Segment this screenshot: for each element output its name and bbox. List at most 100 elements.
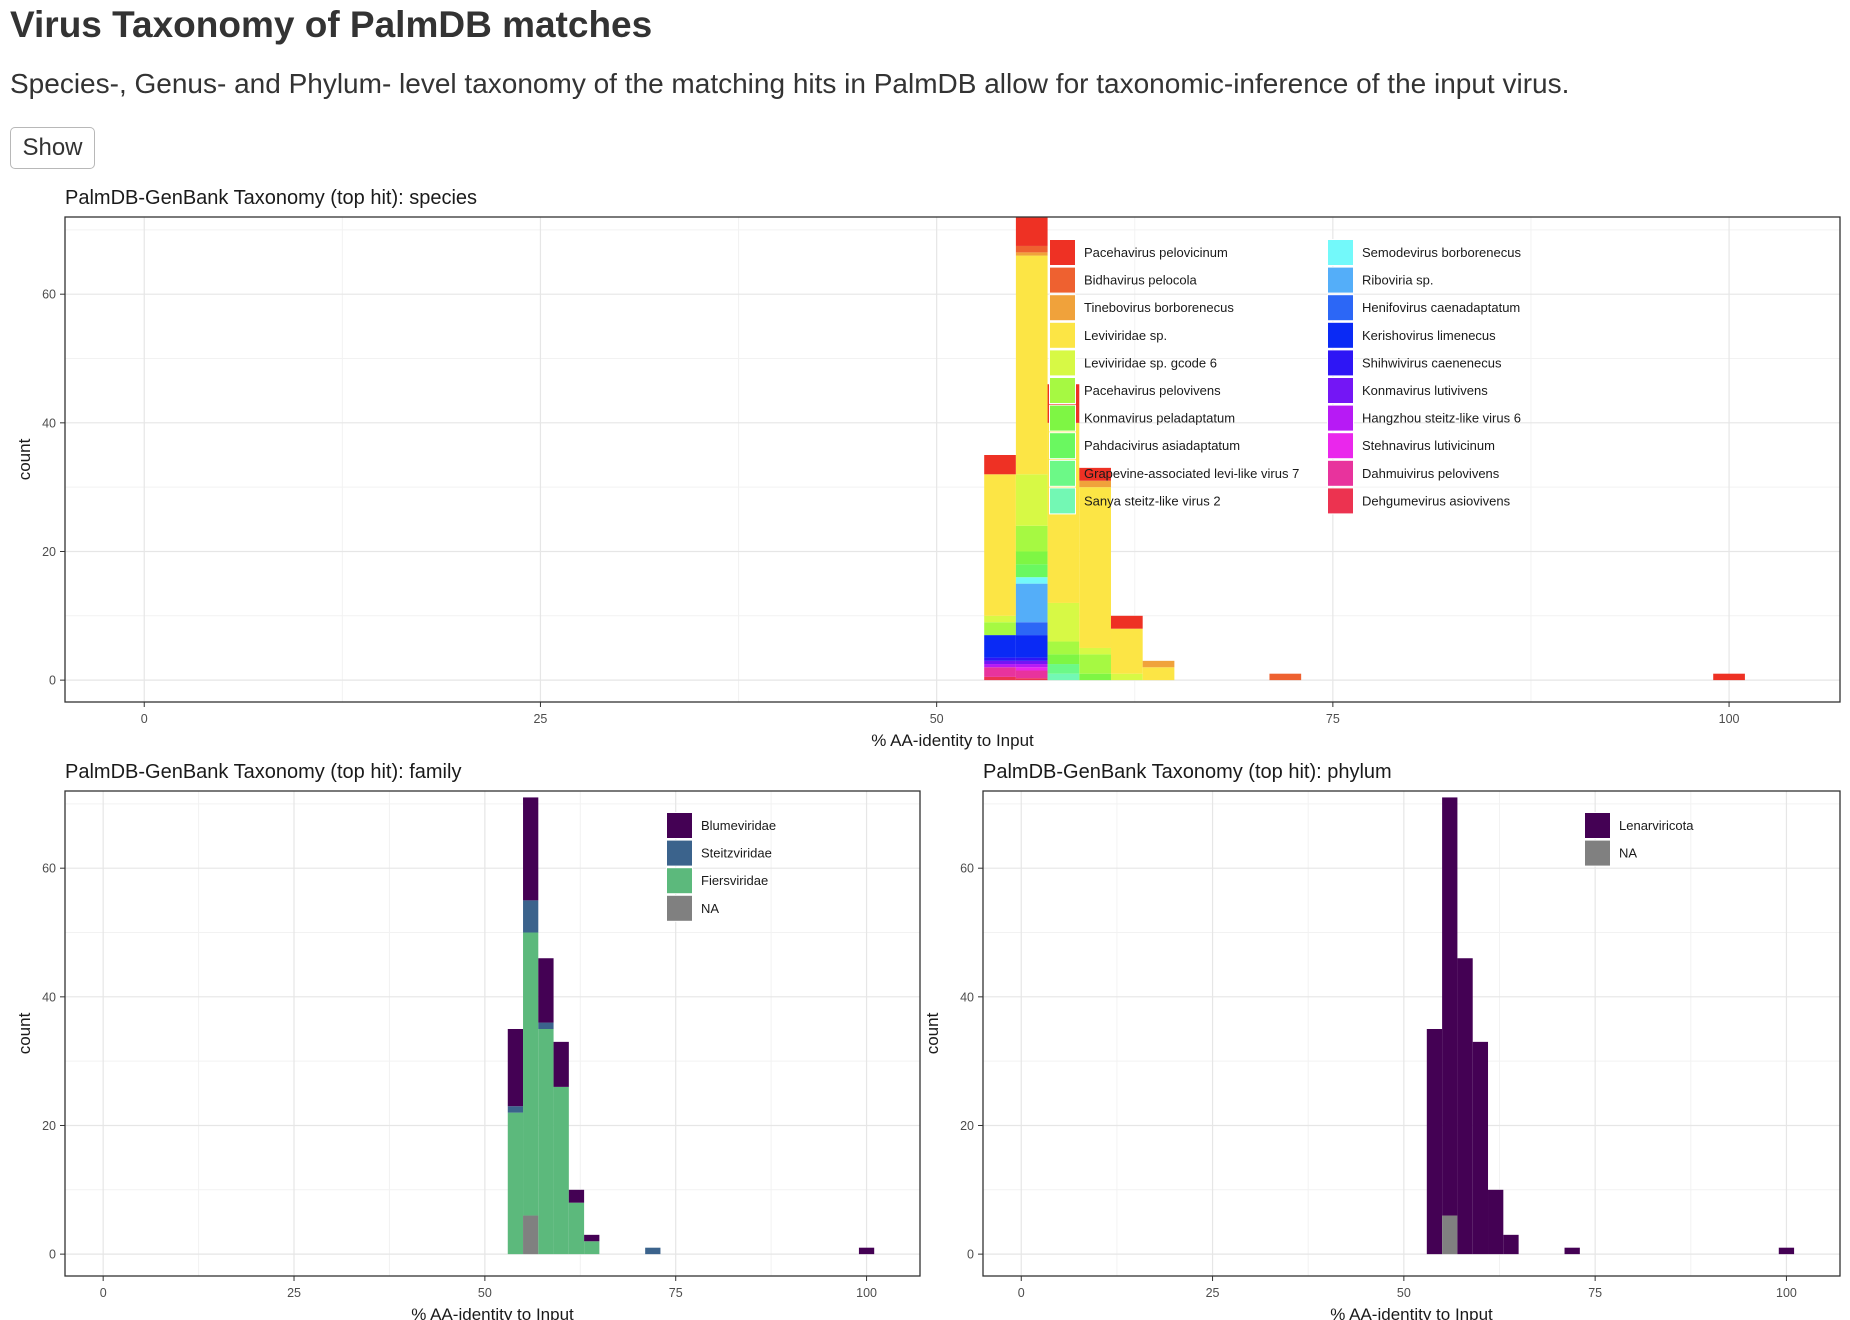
bar-segment-pahdacivirus-asiadaptatum xyxy=(1015,564,1048,578)
bar-segment-kerishovirus-limenecus xyxy=(1015,635,1048,658)
bar-segment-fiersviridae xyxy=(538,1028,554,1255)
bar-segment-konmavirus-lutivivens xyxy=(1015,660,1048,665)
legend-swatch-pahdacivirus-asiadaptatum xyxy=(1050,433,1075,459)
legend-swatch-dahmuivirus-pelovivens xyxy=(1328,460,1353,486)
x-tick-label: 50 xyxy=(930,712,944,726)
legend-swatch-na xyxy=(667,895,692,921)
panel-border xyxy=(64,216,1841,703)
bars xyxy=(507,797,875,1255)
legend-swatch-blumeviridae xyxy=(667,813,692,838)
x-axis-label: % AA-identity to Input xyxy=(411,1305,574,1320)
x-tick-label: 25 xyxy=(1206,1286,1220,1300)
chart-title: PalmDB-GenBank Taxonomy (top hit): phylu… xyxy=(983,761,1392,783)
bar-segment-blumeviridae xyxy=(553,1041,569,1087)
bar-segment-steitzviridae xyxy=(523,900,539,933)
panel-border xyxy=(982,790,1841,1277)
x-tick-label: 0 xyxy=(141,712,148,726)
x-tick-label: 0 xyxy=(1018,1286,1025,1300)
legend-label-shihwivirus-caenenecus: Shihwivirus caenenecus xyxy=(1362,355,1502,370)
bar-segment-pacehavirus-pelovicinum xyxy=(984,454,1016,475)
bar-segment-stehnavirus-lutivicinum xyxy=(1015,667,1048,671)
bar-segment-blumeviridae xyxy=(584,1234,600,1242)
bar-segment-hangzhou-steitz-like-virus-6 xyxy=(1015,664,1048,668)
bar-segment-tinebovirus-borborenecus xyxy=(1079,480,1111,488)
page-subtitle: Species-, Genus- and Phylum- level taxon… xyxy=(10,68,1570,99)
legend-swatch-semodevirus-borborenecus xyxy=(1328,240,1353,265)
legend-swatch-pacehavirus-pelovivens xyxy=(1050,378,1075,403)
legend-label-leviviridae-sp-gcode-6: Leviviridae sp. gcode 6 xyxy=(1084,355,1217,370)
legend-label-konmavirus-lutivivens: Konmavirus lutivivens xyxy=(1362,383,1488,398)
bar-segment-dehgumevirus-asiovivens xyxy=(984,676,1016,681)
grid-lines xyxy=(65,217,1840,702)
bar-segment-lenarviricota xyxy=(1442,797,1458,1216)
y-tick-label: 0 xyxy=(49,674,56,688)
bar-segment-na xyxy=(1442,1215,1458,1255)
x-tick-label: 100 xyxy=(1719,712,1740,726)
legend-label-na: NA xyxy=(1619,846,1637,861)
legend-label-konmavirus-peladaptatum: Konmavirus peladaptatum xyxy=(1084,411,1235,426)
show-button[interactable]: Show xyxy=(10,127,95,169)
grid-lines xyxy=(65,791,920,1276)
y-tick-label: 60 xyxy=(42,288,56,302)
legend-label-kerishovirus-limenecus: Kerishovirus limenecus xyxy=(1362,328,1496,343)
bar-segment-bidhavirus-pelocola xyxy=(1015,245,1048,253)
y-tick-label: 40 xyxy=(960,990,974,1004)
bar-segment-steitzviridae xyxy=(645,1247,661,1255)
bar-segment-pacehavirus-pelovicinum xyxy=(1713,673,1745,681)
bar-segment-fiersviridae xyxy=(523,932,539,1216)
legend-label-semodevirus-borborenecus: Semodevirus borborenecus xyxy=(1362,245,1521,260)
bar-segment-shihwivirus-caenenecus xyxy=(1015,657,1048,661)
bar-segment-fiersviridae xyxy=(584,1241,600,1255)
bar-segment-blumeviridae xyxy=(858,1247,875,1255)
bar-segment-steitzviridae xyxy=(507,1106,524,1113)
legend-label-tinebovirus-borborenecus: Tinebovirus borborenecus xyxy=(1084,300,1234,315)
legend-swatch-lenarviricota xyxy=(1585,813,1610,838)
bar-segment-pacehavirus-pelovivens xyxy=(1015,525,1048,552)
bar-segment-pacehavirus-pelovivens xyxy=(1079,654,1111,674)
bar-segment-leviviridae-sp xyxy=(1142,667,1175,681)
legend-swatch-grapevine-associated-levi-like-virus-7 xyxy=(1050,460,1075,486)
x-tick-label: 25 xyxy=(533,712,547,726)
legend-swatch-hangzhou-steitz-like-virus-6 xyxy=(1328,405,1353,431)
bar-segment-blumeviridae xyxy=(523,797,539,901)
y-tick-label: 60 xyxy=(960,862,974,876)
legend-label-dahmuivirus-pelovivens: Dahmuivirus pelovivens xyxy=(1362,466,1500,481)
bar-segment-konmavirus-lutivivens xyxy=(984,660,1016,665)
y-axis-label: count xyxy=(923,1012,942,1054)
y-tick-label: 40 xyxy=(42,990,56,1004)
bar-segment-leviviridae-sp xyxy=(1110,628,1143,674)
chart-title: PalmDB-GenBank Taxonomy (top hit): famil… xyxy=(65,761,461,783)
bar-segment-leviviridae-sp xyxy=(1015,255,1048,475)
bar-segment-pacehavirus-pelovivens xyxy=(1047,641,1080,655)
bar-segment-leviviridae-sp-gcode-6 xyxy=(1047,602,1080,642)
grid-lines xyxy=(983,791,1840,1276)
legend-label-bidhavirus-pelocola: Bidhavirus pelocola xyxy=(1084,273,1198,288)
legend-swatch-riboviria-sp xyxy=(1328,267,1353,293)
legend-swatch-bidhavirus-pelocola xyxy=(1050,267,1075,293)
legend-label-leviviridae-sp: Leviviridae sp. xyxy=(1084,328,1167,343)
bar-segment-leviviridae-sp-gcode-6 xyxy=(1110,673,1143,681)
x-tick-label: 0 xyxy=(100,1286,107,1300)
bar-segment-blumeviridae xyxy=(507,1028,524,1107)
legend-swatch-konmavirus-peladaptatum xyxy=(1050,405,1075,431)
plot-panel xyxy=(65,217,1840,702)
legend-label-blumeviridae: Blumeviridae xyxy=(701,818,776,833)
legend-swatch-leviviridae-sp xyxy=(1050,322,1075,348)
bar-segment-fiersviridae xyxy=(568,1202,585,1255)
legend-label-henifovirus-caenadaptatum: Henifovirus caenadaptatum xyxy=(1362,300,1520,315)
legend-label-stehnavirus-lutivicinum: Stehnavirus lutivicinum xyxy=(1362,438,1495,453)
legend-swatch-sanya-steitz-like-virus-2 xyxy=(1050,488,1075,514)
bar-segment-shihwivirus-caenenecus xyxy=(984,657,1016,661)
legend-swatch-dehgumevirus-asiovivens xyxy=(1328,488,1353,514)
bar-segment-blumeviridae xyxy=(568,1189,585,1203)
legend-label-lenarviricota: Lenarviricota xyxy=(1619,818,1694,833)
bar-segment-konmavirus-peladaptatum xyxy=(1047,654,1080,665)
bar-segment-dahmuivirus-pelovivens xyxy=(1015,670,1048,679)
bar-segment-lenarviricota xyxy=(1778,1247,1795,1255)
bar-segment-kerishovirus-limenecus xyxy=(984,635,1016,658)
bar-segment-blumeviridae xyxy=(538,958,554,1023)
legend-swatch-konmavirus-lutivivens xyxy=(1328,378,1353,403)
x-axis-label: % AA-identity to Input xyxy=(871,731,1034,750)
legend-swatch-leviviridae-sp-gcode-6 xyxy=(1050,350,1075,376)
